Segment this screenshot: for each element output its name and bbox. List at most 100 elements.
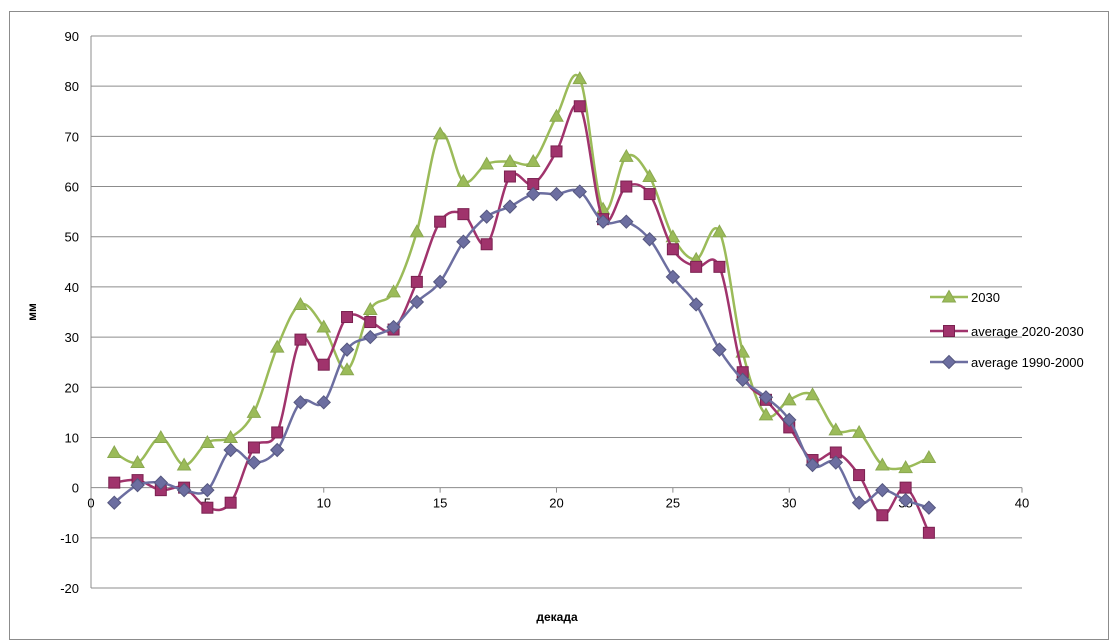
data-point: [781, 392, 797, 406]
data-point: [851, 424, 867, 438]
y-tick-label: 40: [65, 280, 79, 295]
data-point: [456, 174, 471, 188]
data-point: [922, 526, 935, 539]
data-point: [130, 455, 145, 469]
data-point: [293, 395, 308, 410]
data-point: [853, 469, 866, 482]
data-point: [876, 509, 889, 522]
data-point: [665, 229, 681, 243]
data-point: [176, 482, 192, 498]
legend-item: average 1990-2000: [930, 354, 1084, 370]
data-point: [828, 455, 844, 470]
data-point: [525, 153, 541, 167]
data-point: [805, 457, 820, 473]
data-point: [643, 188, 656, 201]
data-point: [921, 450, 937, 464]
data-point: [735, 372, 750, 387]
data-point: [666, 243, 679, 256]
data-point: [339, 342, 355, 357]
legend-item: 2030: [930, 289, 1000, 305]
series-2: [108, 100, 935, 539]
data-point: [758, 407, 774, 421]
data-point: [735, 344, 751, 358]
data-point: [875, 482, 890, 498]
data-point: [712, 342, 727, 357]
gridlines: [91, 35, 1022, 589]
data-point: [479, 156, 495, 170]
data-point: [316, 395, 331, 410]
data-point: [550, 145, 563, 158]
data-point: [805, 387, 820, 401]
data-point: [432, 274, 448, 290]
series-3: [107, 184, 937, 515]
data-point: [409, 294, 425, 310]
data-point: [200, 482, 215, 498]
series-line: [113, 74, 930, 471]
legend-label: average 1990-2000: [971, 355, 1084, 370]
legend-marker: [943, 325, 955, 337]
data-point: [176, 457, 192, 471]
data-point: [200, 434, 215, 448]
data-point: [782, 412, 797, 428]
y-tick-label: 60: [65, 180, 79, 195]
x-tick-label: 40: [1015, 496, 1029, 511]
data-point: [572, 71, 588, 85]
data-point: [246, 455, 262, 470]
data-point: [712, 224, 727, 238]
x-tick-label: 25: [666, 496, 680, 511]
data-point: [480, 238, 493, 251]
data-point: [898, 460, 913, 474]
legend-label: 2030: [971, 290, 1000, 305]
data-point: [921, 500, 937, 515]
data-point: [108, 476, 121, 489]
data-point: [619, 214, 634, 229]
y-tick-label: 90: [65, 29, 79, 44]
data-point: [246, 404, 262, 418]
data-point: [526, 186, 541, 202]
x-tick-label: 30: [782, 496, 796, 511]
data-point: [595, 214, 611, 229]
data-point: [456, 234, 471, 249]
data-point: [106, 444, 122, 459]
legend-marker: [941, 354, 957, 370]
data-point: [107, 495, 122, 510]
data-point: [341, 311, 354, 324]
data-point: [434, 215, 447, 228]
data-point: [201, 501, 214, 514]
data-point: [386, 319, 401, 335]
y-tick-label: 10: [65, 430, 79, 445]
data-point: [432, 126, 448, 140]
data-point: [223, 429, 239, 443]
data-point: [572, 184, 587, 199]
x-tick-label: 10: [317, 496, 331, 511]
x-axis-title: декада: [536, 610, 578, 624]
data-point: [549, 108, 564, 122]
y-tick-label: 0: [72, 481, 79, 496]
legend-label: average 2020-2030: [971, 324, 1084, 339]
data-point: [828, 422, 844, 436]
data-point: [713, 260, 726, 273]
data-point: [457, 208, 470, 221]
series-group: [106, 71, 937, 539]
y-axis-title: мм: [25, 303, 39, 321]
y-tick-labels: -20 -10 0 10 20 30 40 50 60 70 80 90: [60, 29, 79, 596]
data-point: [224, 496, 237, 509]
data-point: [269, 339, 285, 353]
data-point: [269, 442, 285, 458]
data-point: [153, 429, 169, 443]
y-tick-label: 30: [65, 330, 79, 345]
data-point: [339, 362, 355, 376]
data-point: [665, 269, 681, 285]
x-tick-label: 15: [433, 496, 447, 511]
data-point: [874, 457, 890, 471]
data-point: [409, 224, 425, 238]
data-point: [618, 148, 634, 162]
data-point: [153, 475, 169, 490]
x-tick-label: 0: [87, 496, 94, 511]
data-point: [502, 153, 518, 167]
data-point: [247, 441, 260, 454]
data-point: [898, 492, 913, 508]
data-point: [851, 495, 867, 510]
x-tick-label: 20: [549, 496, 563, 511]
